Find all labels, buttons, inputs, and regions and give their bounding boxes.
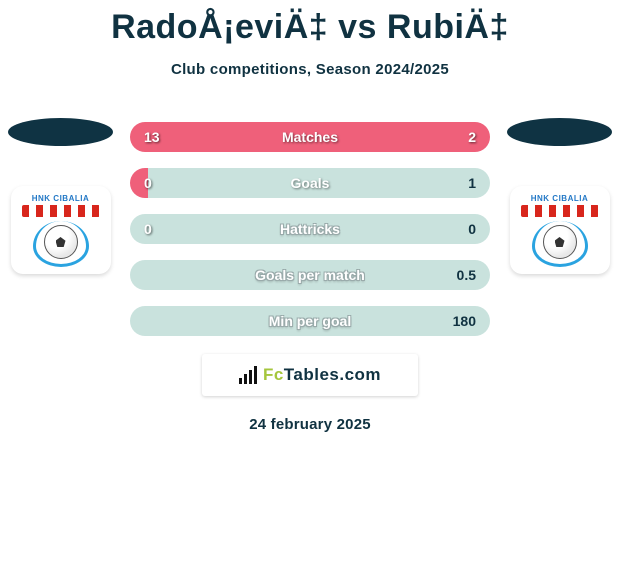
player-left-ellipse [8,118,113,146]
bar-chart-bar [254,366,257,384]
stat-label: Matches [282,129,338,145]
stat-right-value: 0 [468,221,476,237]
stat-right-value: 2 [468,129,476,145]
stat-row: 13 Matches 2 [130,122,490,152]
soccer-ball-icon [543,225,577,259]
player-right-column: HNK CIBALIA [507,118,612,274]
comparison-card: RadoÅ¡eviÄ‡ vs RubiÄ‡ Club competitions,… [0,0,620,580]
club-name-left: HNK CIBALIA [32,194,90,203]
player-left-column: HNK CIBALIA [8,118,113,274]
stat-left-value: 0 [144,221,152,237]
stat-right-value: 1 [468,175,476,191]
bar-chart-icon [239,366,257,384]
stat-label: Goals per match [255,267,365,283]
brand-label: FcTables.com [263,365,381,385]
club-badge-right[interactable]: HNK CIBALIA [510,186,610,274]
brand-link[interactable]: FcTables.com [202,354,418,396]
club-emblem-left [33,221,89,267]
club-badge-left[interactable]: HNK CIBALIA [11,186,111,274]
stat-row: Min per goal 180 [130,306,490,336]
croatian-checker-icon [22,205,100,217]
title-text: RadoÅ¡eviÄ‡ vs RubiÄ‡ [111,8,509,46]
stats-list: 13 Matches 2 0 Goals 1 0 Hattricks 0 Goals per ma… [120,122,500,336]
stat-left-value: 13 [144,129,160,145]
page-title: RadoÅ¡eviÄ‡ vs RubiÄ‡ [111,8,509,47]
stat-right-value: 0.5 [457,267,476,283]
club-name-right: HNK CIBALIA [531,194,589,203]
club-emblem-right [532,221,588,267]
stat-label: Hattricks [280,221,340,237]
bar-chart-bar [244,374,247,384]
footer-date: 24 february 2025 [249,416,371,433]
bar-chart-bar [249,370,252,384]
stat-row: 0 Goals 1 [130,168,490,198]
brand-suffix: Tables.com [284,365,381,384]
stat-row: 0 Hattricks 0 [130,214,490,244]
stat-row: Goals per match 0.5 [130,260,490,290]
subtitle: Club competitions, Season 2024/2025 [171,61,449,78]
croatian-checker-icon [521,205,599,217]
brand-prefix: Fc [263,365,284,384]
stat-label: Goals [291,175,330,191]
bar-chart-bar [239,378,242,384]
stat-left-value: 0 [144,175,152,191]
player-right-ellipse [507,118,612,146]
stat-right-value: 180 [453,313,476,329]
soccer-ball-icon [44,225,78,259]
stat-label: Min per goal [269,313,351,329]
